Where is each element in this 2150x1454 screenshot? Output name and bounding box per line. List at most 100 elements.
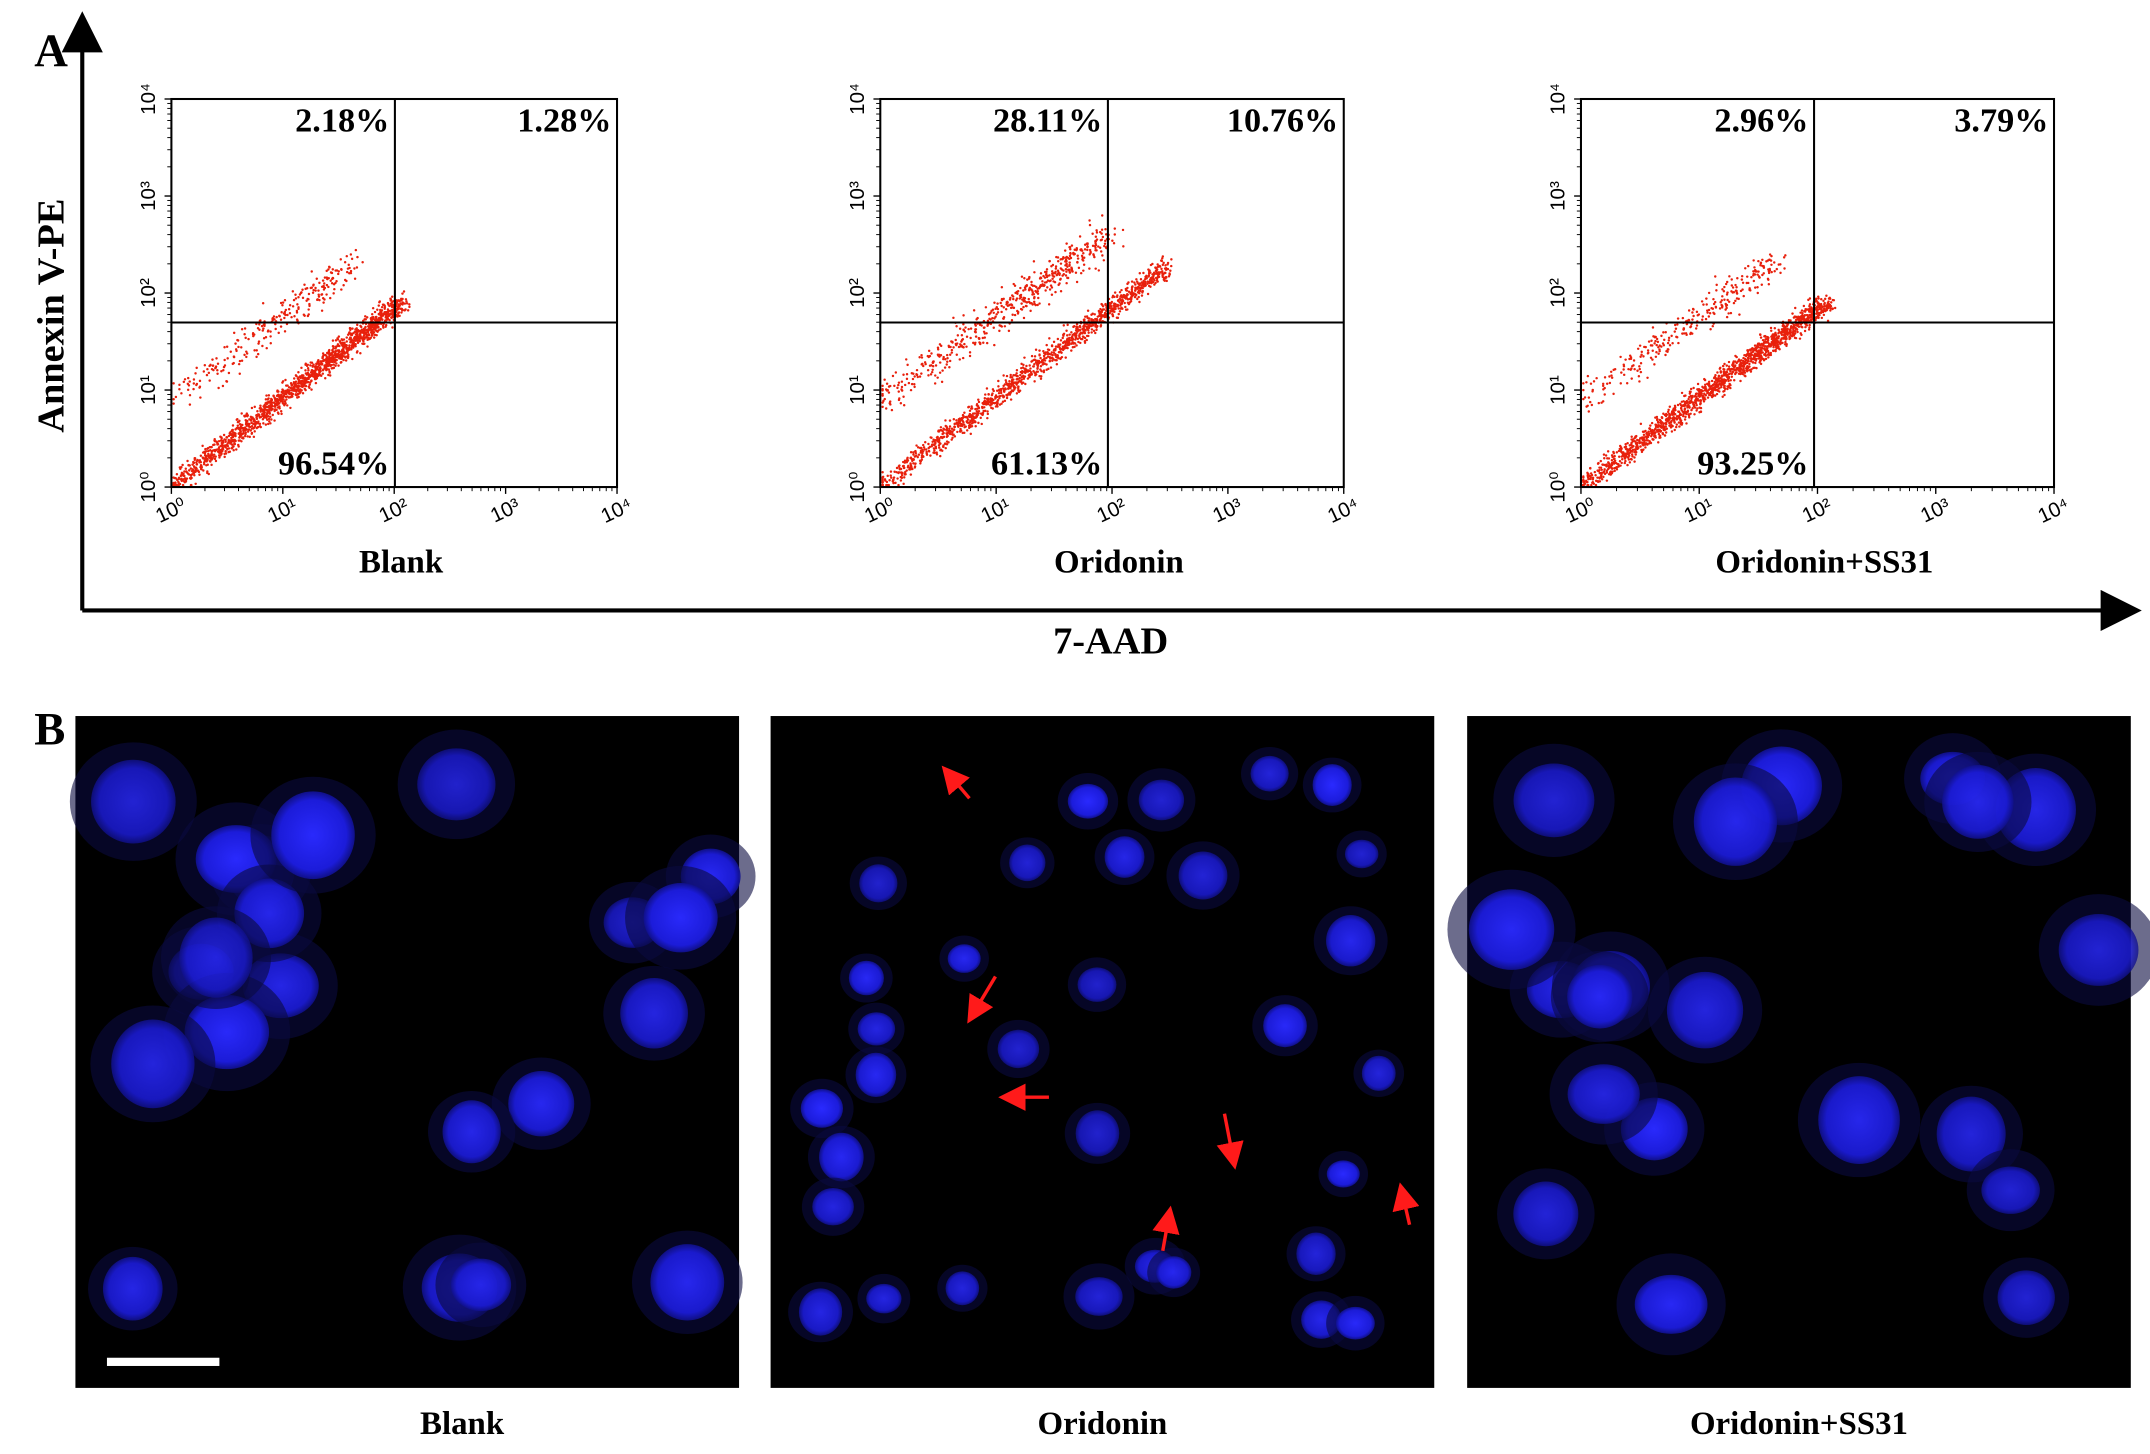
event-dot xyxy=(956,424,960,428)
event-dot xyxy=(364,336,367,339)
event-dot xyxy=(1078,334,1081,338)
quadrant-label: 61.13% xyxy=(991,444,1102,482)
event-dot xyxy=(306,367,310,370)
event-dot xyxy=(1622,368,1625,371)
event-dot xyxy=(1022,316,1026,320)
event-dot xyxy=(915,444,918,447)
event-dot xyxy=(366,338,369,342)
event-dot xyxy=(199,396,202,399)
event-dot xyxy=(317,293,320,296)
event-dot xyxy=(203,364,207,367)
event-dot xyxy=(1072,252,1075,255)
event-dot xyxy=(1670,430,1674,433)
event-dot xyxy=(965,345,968,348)
event-dot xyxy=(306,297,309,301)
event-dot xyxy=(342,342,346,346)
event-dot xyxy=(1831,307,1835,310)
event-dot xyxy=(1015,383,1018,386)
event-dot xyxy=(1130,280,1134,283)
event-dot xyxy=(990,406,993,410)
event-dot xyxy=(274,399,278,403)
event-dot xyxy=(1008,298,1012,301)
event-dot xyxy=(1730,375,1734,379)
event-dot xyxy=(332,366,336,370)
event-dot xyxy=(1099,325,1102,328)
event-dot xyxy=(327,368,331,371)
event-dot xyxy=(1104,228,1107,231)
event-dot xyxy=(227,438,230,442)
event-dot xyxy=(1068,333,1071,336)
event-dot xyxy=(1065,334,1069,337)
event-dot xyxy=(1729,379,1732,382)
event-dot xyxy=(952,428,956,431)
event-dot xyxy=(1113,291,1117,294)
event-dot xyxy=(1058,282,1061,285)
event-dot xyxy=(1687,319,1691,322)
event-dot xyxy=(925,451,928,455)
event-dot xyxy=(365,316,369,319)
event-dot xyxy=(956,430,959,434)
event-dot xyxy=(1038,286,1042,289)
event-dot xyxy=(284,402,287,405)
event-dot xyxy=(963,330,967,333)
event-dot xyxy=(1068,261,1071,264)
event-dot xyxy=(261,329,265,332)
event-dot xyxy=(326,277,329,281)
event-dot xyxy=(194,372,197,375)
event-dot xyxy=(311,371,314,375)
event-dot xyxy=(897,381,901,384)
event-dot xyxy=(1088,253,1091,256)
event-dot xyxy=(920,353,923,357)
quadrant-label: 28.11% xyxy=(993,102,1102,140)
event-dot xyxy=(315,372,318,376)
event-dot xyxy=(284,378,287,382)
event-dot xyxy=(944,358,947,361)
event-dot xyxy=(1716,377,1720,380)
event-dot xyxy=(885,483,888,487)
event-dot xyxy=(200,464,203,467)
event-dot xyxy=(1116,303,1119,307)
event-dot xyxy=(905,377,909,381)
event-dot xyxy=(1654,355,1658,359)
event-dot xyxy=(243,414,246,418)
event-dot xyxy=(1073,345,1076,349)
event-dot xyxy=(305,299,308,302)
event-dot xyxy=(1040,284,1044,288)
event-dot xyxy=(1142,271,1145,275)
event-dot xyxy=(180,471,184,475)
event-dot xyxy=(276,397,279,401)
event-dot xyxy=(1602,475,1605,479)
event-dot xyxy=(1007,329,1011,333)
event-dot xyxy=(1703,378,1707,382)
event-dot xyxy=(1011,380,1014,383)
event-dot xyxy=(338,340,342,343)
event-dot xyxy=(278,394,282,397)
event-dot xyxy=(1626,463,1629,467)
event-dot xyxy=(1761,258,1764,262)
event-dot xyxy=(962,423,966,426)
event-dot xyxy=(189,477,192,480)
event-dot xyxy=(198,473,201,476)
event-dot xyxy=(356,350,359,353)
event-dot xyxy=(950,348,954,352)
event-dot xyxy=(1163,267,1167,270)
event-dot xyxy=(1143,284,1147,288)
event-dot xyxy=(923,448,926,451)
event-dot xyxy=(268,412,271,415)
event-dot xyxy=(881,483,884,487)
event-dot xyxy=(1115,316,1119,319)
event-dot xyxy=(941,429,944,433)
event-dot xyxy=(308,304,311,308)
event-dot xyxy=(927,355,930,359)
event-dot xyxy=(967,405,971,409)
event-dot xyxy=(340,288,343,291)
event-dot xyxy=(327,265,331,269)
event-dot xyxy=(1828,296,1831,300)
event-dot xyxy=(1613,368,1617,371)
event-dot xyxy=(1689,387,1693,391)
event-dot xyxy=(243,434,247,438)
event-dot xyxy=(185,471,189,474)
event-dot xyxy=(345,350,348,354)
event-dot xyxy=(385,312,388,316)
event-dot xyxy=(1669,413,1672,417)
